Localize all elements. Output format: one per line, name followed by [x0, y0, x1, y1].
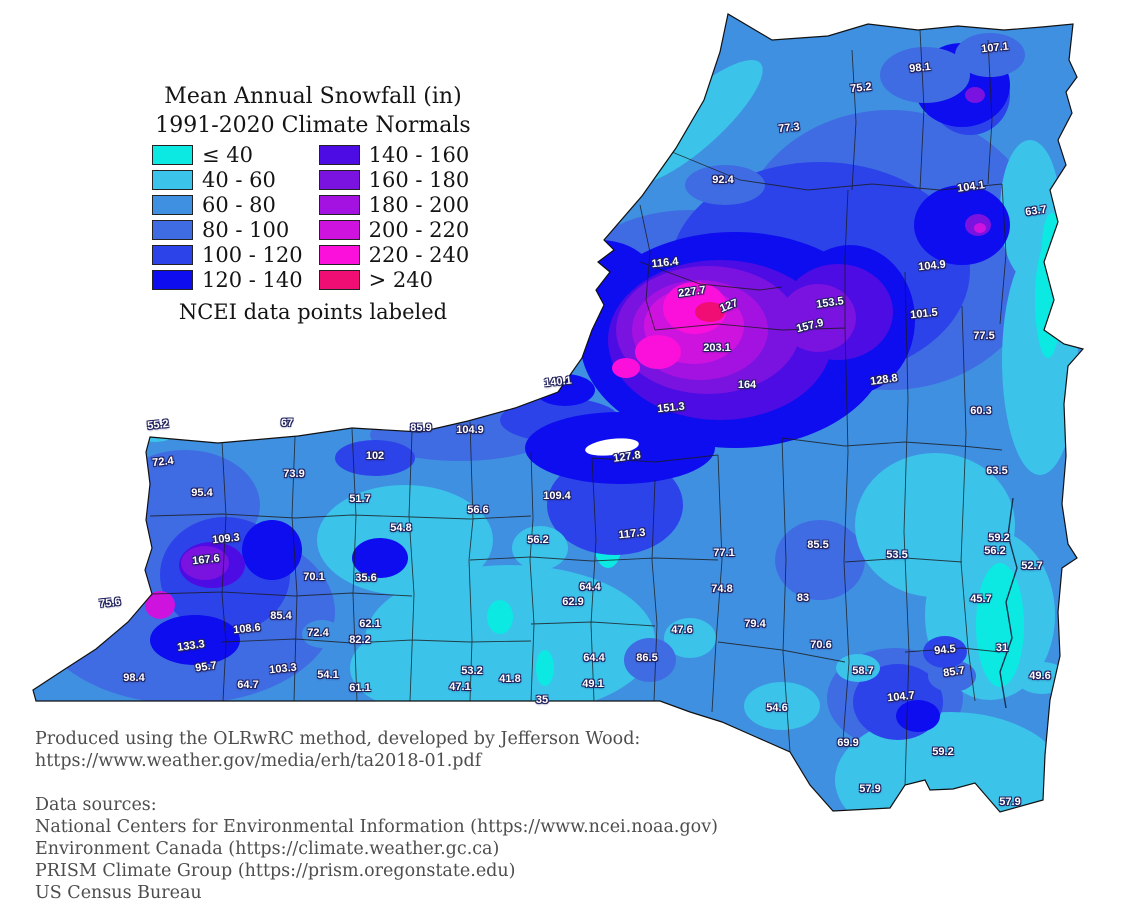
legend-item: 180 - 200 [318, 192, 470, 217]
data-source-environment-canada: Environment Canada (https://climate.weat… [35, 839, 500, 859]
legend-item: ≤ 40 [152, 142, 303, 167]
legend-swatch [152, 169, 193, 190]
legend-swatch [318, 169, 360, 190]
data-source-prism: PRISM Climate Group (https://prism.orego… [35, 861, 516, 881]
legend-range-label: 160 - 180 [368, 167, 470, 192]
county-boundaries [149, 29, 1007, 787]
state-outline [32, 13, 1085, 813]
legend-item: 160 - 180 [318, 167, 470, 192]
data-sources-heading: Data sources: [35, 795, 157, 815]
method-url: https://www.weather.gov/media/erh/ta2018… [35, 751, 482, 771]
legend-item: 80 - 100 [152, 217, 303, 242]
legend-range-label: 40 - 60 [202, 167, 276, 192]
legend-item: 220 - 240 [318, 242, 470, 267]
legend-swatch [318, 194, 360, 215]
legend-range-label: 140 - 160 [368, 142, 470, 167]
method-credit-line: Produced using the OLRwRC method, develo… [35, 729, 641, 749]
data-source-ncei: National Centers for Environmental Infor… [35, 817, 718, 837]
legend-range-label: 100 - 120 [202, 242, 303, 267]
legend-swatch [318, 244, 360, 265]
legend-range-label: 180 - 200 [368, 192, 470, 217]
legend-item: 60 - 80 [152, 192, 303, 217]
legend-swatch [318, 144, 360, 165]
legend-swatch [152, 244, 193, 265]
legend-range-label: 60 - 80 [202, 192, 276, 217]
band-gt-240 [695, 302, 725, 322]
legend-item: 200 - 220 [318, 217, 470, 242]
legend-range-label: 120 - 140 [202, 267, 303, 292]
legend-range-label: > 240 [368, 267, 433, 292]
legend-range-label: ≤ 40 [202, 142, 253, 167]
map-title-line1: Mean Annual Snowfall (in) [164, 84, 462, 109]
legend-range-label: 80 - 100 [202, 217, 290, 242]
legend-item: 40 - 60 [152, 167, 303, 192]
hudson-river [999, 497, 1018, 709]
legend-swatch [152, 219, 193, 240]
legend-swatch [152, 269, 193, 290]
legend-swatch [318, 219, 360, 240]
legend-range-label: 200 - 220 [368, 217, 470, 242]
legend-swatch [152, 144, 193, 165]
map-title: Mean Annual Snowfall (in) 1991-2020 Clim… [148, 82, 478, 140]
legend-item: 120 - 140 [152, 267, 303, 292]
band-40-60 [317, 60, 1078, 812]
legend-swatch [152, 194, 193, 215]
attribution-footer: Produced using the OLRwRC method, develo… [35, 728, 718, 900]
data-source-census: US Census Bureau [35, 883, 202, 900]
map-title-line2: 1991-2020 Climate Normals [155, 113, 471, 138]
legend-note: NCEI data points labeled [178, 300, 448, 324]
legend-range-label: 220 - 240 [368, 242, 470, 267]
legend-item: 100 - 120 [152, 242, 303, 267]
footer-spacer [35, 772, 718, 794]
legend-item: > 240 [318, 267, 470, 292]
snowfall-legend: ≤ 40 40 - 60 60 - 80 80 - 100 100 - 120 120 -… [152, 142, 469, 292]
legend-swatch [318, 269, 360, 290]
legend-item: 140 - 160 [318, 142, 470, 167]
oneida-lake [585, 438, 639, 456]
band-patches [130, 33, 1068, 730]
